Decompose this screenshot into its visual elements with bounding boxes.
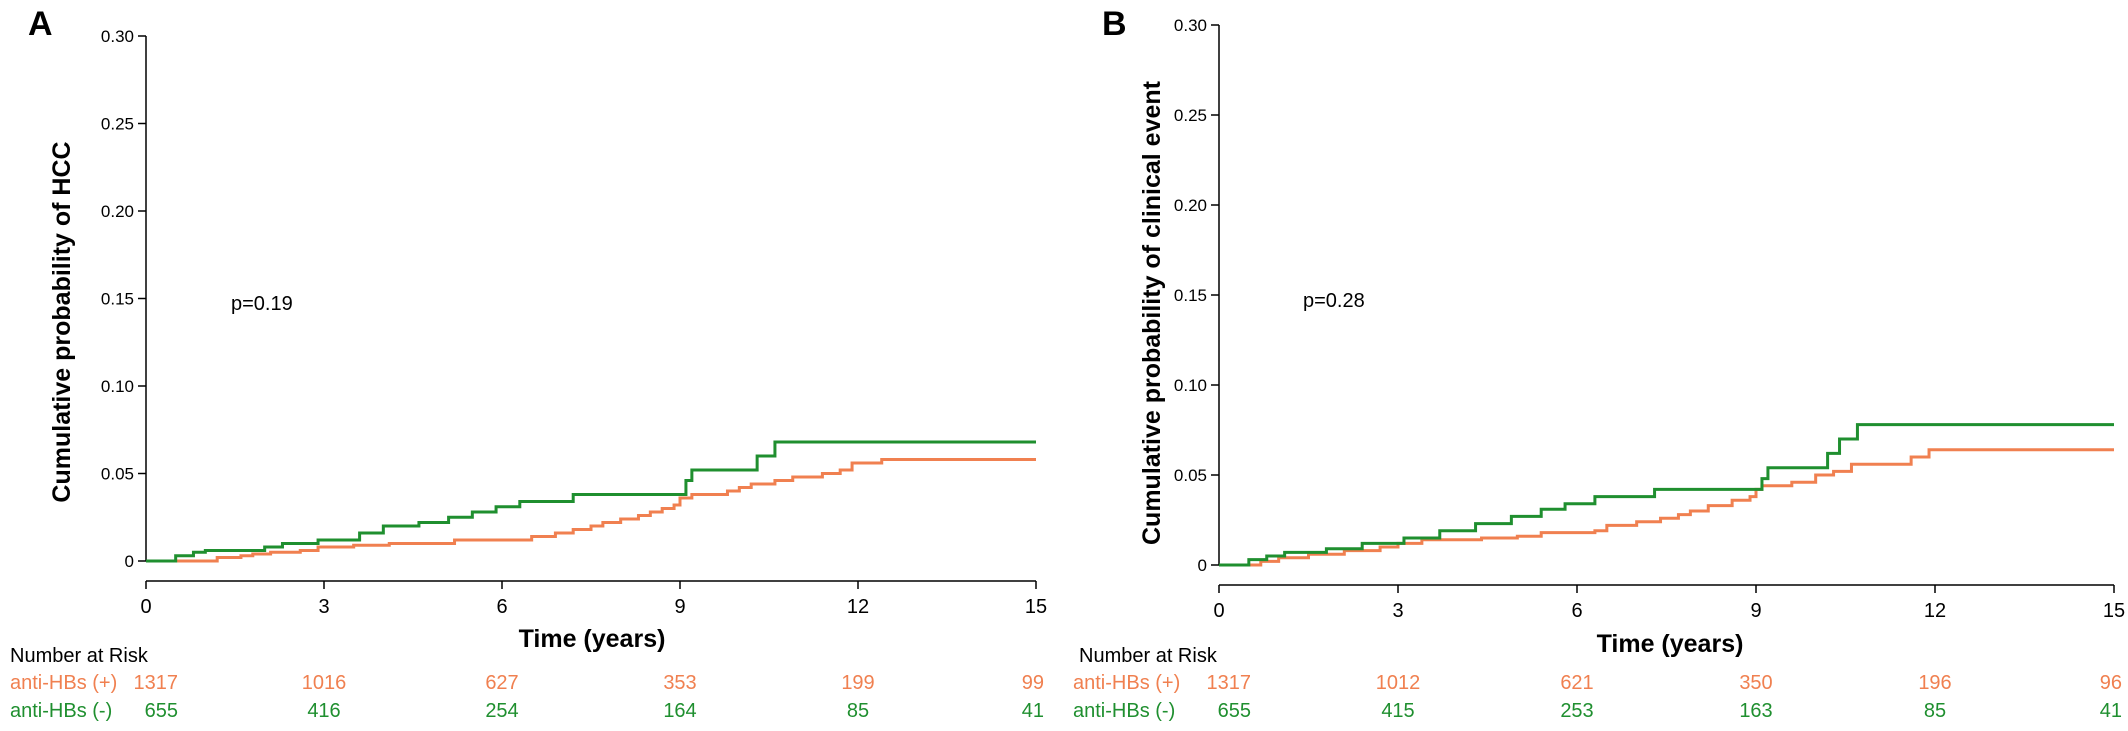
y-tick-label: 0.20 [1174, 196, 1207, 215]
y-axis-label: Cumulative probability of clinical event [1138, 80, 1166, 545]
risk-count: 85 [1924, 700, 1946, 722]
risk-row-label: anti-HBs (-) [1073, 700, 1175, 722]
y-tick-label: 0.05 [1174, 466, 1207, 485]
risk-table: anti-HBs (+) 1317 1016 627 353 199 99 anti-HBs … [10, 672, 1044, 722]
x-tick-label: 9 [674, 596, 685, 618]
panel-a: A Cumulative probability of HCC Time (ye… [10, 5, 1047, 722]
risk-count: 41 [2100, 700, 2122, 722]
risk-count: 350 [1739, 672, 1772, 694]
risk-count: 1016 [302, 672, 347, 694]
x-tick-label: 6 [1571, 600, 1582, 622]
y-tick-label: 0.25 [101, 115, 134, 134]
risk-count: 85 [847, 700, 869, 722]
x-tick-label: 12 [1924, 600, 1946, 622]
risk-row-label: anti-HBs (+) [1073, 672, 1180, 694]
y-tick-label: 0.15 [101, 290, 134, 309]
y-tick-label: 0.05 [101, 465, 134, 484]
km-curve-anti-hbs-pos [146, 458, 1036, 563]
panel-b: B Cumulative probability of clinical eve… [1073, 5, 2125, 722]
risk-count: 164 [663, 700, 696, 722]
x-tick-label: 12 [847, 596, 869, 618]
panel-label: A [28, 5, 53, 43]
y-tick-label: 0.10 [101, 377, 134, 396]
series-layer [1219, 423, 2114, 567]
risk-count: 254 [485, 700, 518, 722]
y-tick-label: 0.30 [101, 27, 134, 46]
risk-row-label: anti-HBs (+) [10, 672, 117, 694]
risk-count: 196 [1918, 672, 1951, 694]
x-axis-label: Time (years) [1597, 630, 1744, 658]
risk-count: 99 [1022, 672, 1044, 694]
risk-count: 627 [485, 672, 518, 694]
risk-count: 163 [1739, 700, 1772, 722]
risk-count: 655 [145, 700, 178, 722]
x-tick-label: 6 [496, 596, 507, 618]
y-tick-label: 0.20 [101, 202, 134, 221]
axes: 0 0.05 0.10 0.15 0.20 0.25 0.30 0 3 6 9 12 15 [1174, 16, 2125, 622]
axes: 0 0.05 0.10 0.15 0.20 0.25 0.30 0 3 6 9 12 15 [101, 27, 1047, 618]
risk-count: 96 [2100, 672, 2122, 694]
risk-count: 353 [663, 672, 696, 694]
x-tick-label: 3 [318, 596, 329, 618]
x-tick-label: 0 [140, 596, 151, 618]
risk-count: 253 [1560, 700, 1593, 722]
x-tick-label: 0 [1213, 600, 1224, 622]
risk-count: 621 [1560, 672, 1593, 694]
risk-count: 199 [841, 672, 874, 694]
risk-count: 1317 [134, 672, 179, 694]
y-tick-label: 0.30 [1174, 16, 1207, 35]
risk-count: 415 [1381, 700, 1414, 722]
p-value-annotation: p=0.19 [231, 293, 293, 315]
y-tick-label: 0 [1198, 556, 1207, 575]
km-curve-anti-hbs-neg [1219, 423, 2114, 567]
y-tick-label: 0.10 [1174, 376, 1207, 395]
panel-label: B [1102, 5, 1127, 43]
risk-count: 1317 [1207, 672, 1252, 694]
y-tick-label: 0.15 [1174, 286, 1207, 305]
y-tick-label: 0 [125, 552, 134, 571]
x-tick-label: 15 [1025, 596, 1047, 618]
km-curve-anti-hbs-pos [1219, 448, 2114, 567]
series-layer [146, 440, 1036, 563]
risk-count: 655 [1218, 700, 1251, 722]
x-tick-label: 3 [1392, 600, 1403, 622]
km-curve-anti-hbs-neg [146, 440, 1036, 563]
risk-count: 416 [307, 700, 340, 722]
x-axis-label: Time (years) [519, 625, 666, 653]
risk-row-label: anti-HBs (-) [10, 700, 112, 722]
x-tick-label: 15 [2103, 600, 2125, 622]
risk-count: 41 [1022, 700, 1044, 722]
y-tick-label: 0.25 [1174, 106, 1207, 125]
risk-count: 1012 [1376, 672, 1421, 694]
x-tick-label: 9 [1750, 600, 1761, 622]
y-axis-label: Cumulative probability of HCC [48, 141, 76, 502]
p-value-annotation: p=0.28 [1303, 290, 1365, 312]
risk-table-title: Number at Risk [10, 645, 149, 667]
risk-table-title: Number at Risk [1079, 645, 1218, 667]
risk-table: anti-HBs (+) 1317 1012 621 350 196 96 anti-HBs … [1073, 672, 2122, 722]
